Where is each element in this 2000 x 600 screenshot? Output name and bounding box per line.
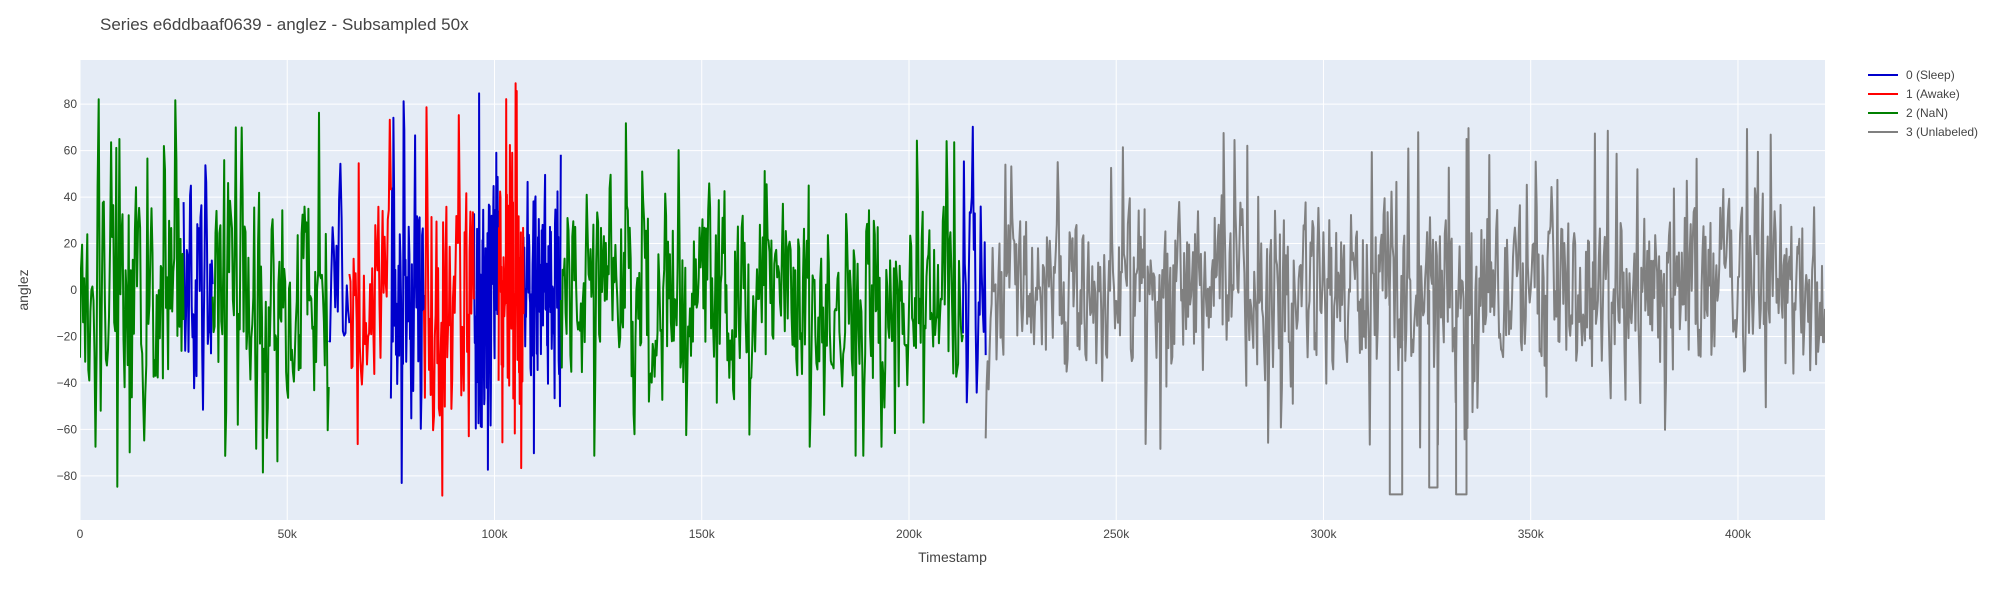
y-tick-label: −60	[57, 422, 78, 436]
x-tick-label: 250k	[1103, 527, 1130, 541]
legend[interactable]: 0 (Sleep) 1 (Awake) 2 (NaN) 3 (Unlabeled)	[1868, 68, 1978, 139]
x-tick-label: 150k	[689, 527, 716, 541]
y-tick-label: −40	[57, 376, 78, 390]
y-tick-label: −80	[57, 469, 78, 483]
y-tick-label: 0	[70, 283, 77, 297]
y-tick-label: 80	[64, 97, 78, 111]
chart-title: Series e6ddbaaf0639 - anglez - Subsample…	[100, 15, 469, 34]
tick-labels: 0 50k 100k 150k 200k 250k 300k 350k 400k −80 −60 −4…	[57, 97, 1752, 541]
legend-label: 3 (Unlabeled)	[1906, 125, 1978, 139]
y-tick-label: 60	[64, 144, 78, 158]
legend-item[interactable]: 1 (Awake)	[1868, 87, 1960, 101]
x-tick-label: 100k	[481, 527, 508, 541]
legend-label: 0 (Sleep)	[1906, 68, 1955, 82]
series-line	[984, 127, 1825, 496]
legend-item[interactable]: 2 (NaN)	[1868, 106, 1948, 120]
legend-item[interactable]: 3 (Unlabeled)	[1868, 125, 1978, 139]
y-tick-label: 20	[64, 237, 78, 251]
series-line	[348, 82, 525, 497]
x-tick-label: 400k	[1725, 527, 1752, 541]
x-tick-label: 200k	[896, 527, 923, 541]
x-axis-title: Timestamp	[918, 549, 987, 565]
x-tick-label: 300k	[1310, 527, 1337, 541]
x-tick-label: 0	[77, 527, 84, 541]
series-lines	[80, 82, 1825, 497]
y-tick-label: 40	[64, 190, 78, 204]
x-tick-label: 50k	[278, 527, 298, 541]
y-tick-label: −20	[57, 329, 78, 343]
x-tick-label: 350k	[1518, 527, 1545, 541]
series-line	[80, 98, 964, 488]
legend-label: 2 (NaN)	[1906, 106, 1948, 120]
legend-label: 1 (Awake)	[1906, 87, 1960, 101]
series-line	[182, 92, 987, 484]
legend-item[interactable]: 0 (Sleep)	[1868, 68, 1955, 82]
y-axis-title: anglez	[15, 269, 31, 310]
